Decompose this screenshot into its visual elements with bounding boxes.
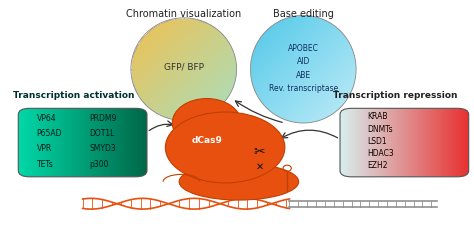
Text: PRDM9: PRDM9	[90, 114, 117, 123]
Text: HDAC3: HDAC3	[368, 149, 394, 158]
Text: DNMTs: DNMTs	[368, 125, 393, 134]
Text: Chromatin visualization: Chromatin visualization	[126, 9, 241, 19]
Text: dCas9: dCas9	[191, 136, 222, 145]
Text: VP64: VP64	[36, 114, 56, 123]
Text: APOBEC: APOBEC	[288, 44, 319, 53]
Text: GFP/ BFP: GFP/ BFP	[164, 62, 204, 71]
Text: ✕: ✕	[255, 162, 264, 172]
Text: VPR: VPR	[36, 144, 52, 154]
Text: KRAB: KRAB	[368, 112, 388, 121]
Text: EZH2: EZH2	[368, 161, 388, 170]
Text: Transcription repression: Transcription repression	[333, 91, 457, 100]
Text: LSD1: LSD1	[368, 137, 387, 146]
Ellipse shape	[172, 99, 241, 147]
Text: Transcription activation: Transcription activation	[13, 91, 134, 100]
Text: AID: AID	[297, 57, 310, 66]
Text: DOT1L: DOT1L	[90, 129, 115, 138]
Text: ABE: ABE	[296, 71, 311, 80]
Text: P65AD: P65AD	[36, 129, 62, 138]
Text: SMYD3: SMYD3	[90, 144, 116, 154]
Text: Rev. transcriptase: Rev. transcriptase	[269, 84, 338, 93]
Text: TETs: TETs	[36, 160, 54, 169]
Ellipse shape	[179, 163, 299, 200]
Text: Base editing: Base editing	[273, 9, 334, 19]
Text: ✂: ✂	[254, 145, 265, 159]
Text: p300: p300	[90, 160, 109, 169]
Ellipse shape	[165, 112, 285, 183]
